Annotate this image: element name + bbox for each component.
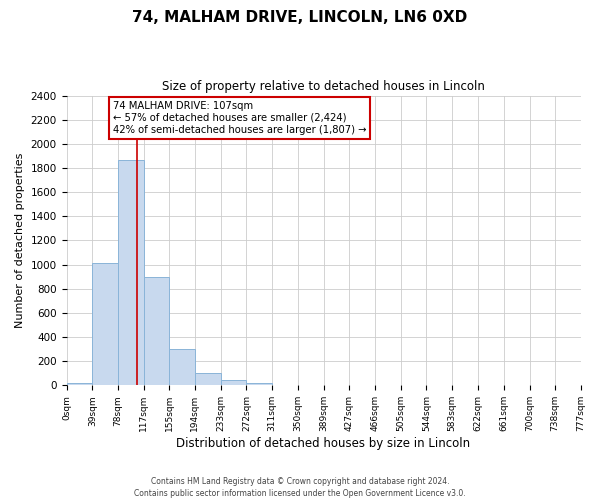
- Bar: [221, 380, 247, 386]
- Bar: [92, 264, 118, 386]
- Bar: [169, 349, 195, 386]
- X-axis label: Distribution of detached houses by size in Lincoln: Distribution of detached houses by size …: [176, 437, 470, 450]
- Text: 74, MALHAM DRIVE, LINCOLN, LN6 0XD: 74, MALHAM DRIVE, LINCOLN, LN6 0XD: [133, 10, 467, 25]
- Title: Size of property relative to detached houses in Lincoln: Size of property relative to detached ho…: [162, 80, 485, 93]
- Text: Contains HM Land Registry data © Crown copyright and database right 2024.
Contai: Contains HM Land Registry data © Crown c…: [134, 476, 466, 498]
- Bar: [195, 374, 221, 386]
- Bar: [118, 160, 144, 386]
- Text: 74 MALHAM DRIVE: 107sqm
← 57% of detached houses are smaller (2,424)
42% of semi: 74 MALHAM DRIVE: 107sqm ← 57% of detache…: [113, 102, 366, 134]
- Bar: [144, 276, 169, 386]
- Bar: [247, 383, 272, 386]
- Bar: [67, 383, 92, 386]
- Y-axis label: Number of detached properties: Number of detached properties: [15, 153, 25, 328]
